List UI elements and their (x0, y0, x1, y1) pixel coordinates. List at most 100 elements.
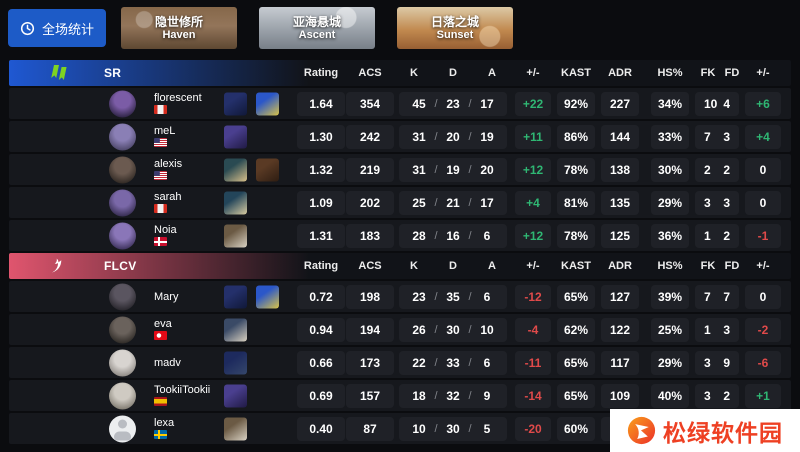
player-row[interactable]: madv 0.66 173 22/33/6 -11 65% 117 29% 3 9 -6 (9, 347, 791, 378)
stat-adr: 144 (601, 124, 639, 149)
stat-kda-part: 31 (412, 162, 426, 177)
agent-icon (224, 351, 247, 374)
player-row[interactable]: meL 1.30 242 31/20/19 +11 86% 144 33% 7 3 +4 (9, 121, 791, 152)
agent-icon (224, 92, 247, 115)
stat-fk-fd-diff: -2 (745, 317, 781, 342)
country-flag-icon-es (154, 397, 167, 406)
agent-icons (224, 351, 247, 374)
player-row[interactable]: sarah 1.09 202 25/21/17 +4 81% 135 29% 3 3 0 (9, 187, 791, 218)
stat-kast: 86% (557, 124, 595, 149)
agent-icon (224, 125, 247, 148)
stat-rating: 1.64 (297, 91, 345, 116)
stat-kda-part: 30 (446, 322, 460, 337)
stat-kda-part: 19 (446, 162, 460, 177)
stat-kda-part: 22 (412, 355, 426, 370)
col-header-rating: Rating (303, 260, 339, 272)
team-flcv-logo-icon (49, 258, 66, 274)
col-header-adr: ADR (608, 67, 632, 79)
map-tab-haven[interactable]: 隐世修所 Haven (121, 7, 237, 49)
col-header-fk-fd-diff: +/- (756, 260, 770, 272)
stat-kda-part: 17 (480, 96, 494, 111)
stat-plusminus: -4 (515, 317, 551, 342)
stat-fd: 2 (723, 228, 730, 243)
stat-kda-part: / (434, 290, 438, 303)
col-header-acs: ACS (358, 67, 382, 79)
player-name: sarah (154, 191, 182, 203)
stat-fd: 2 (723, 162, 730, 177)
player-row[interactable]: florescent 1.64 354 45 / 23 / 17 +22 92% 227 34% 10 4… (9, 88, 791, 119)
stat-acs: 354 (346, 91, 394, 116)
stat-fd: 2 (723, 388, 730, 403)
agent-icons (224, 158, 279, 181)
col-header-hs: HS% (657, 67, 683, 79)
stat-fk-fd-diff: 0 (745, 284, 781, 309)
stat-plusminus: +4 (515, 190, 551, 215)
overall-stats-button[interactable]: 全场统计 (8, 9, 106, 47)
col-header-d: D (449, 67, 457, 79)
col-header-a: A (488, 67, 496, 79)
player-row[interactable]: TookiiTookii 0.69 157 18/32/9 -14 65% 109 40% 3 2… (9, 380, 791, 411)
stat-adr: 135 (601, 190, 639, 215)
agent-icon (224, 318, 247, 341)
team-header-flcv[interactable]: FLCV Rating ACS K D A +/- KAST ADR HS% F… (9, 253, 791, 279)
stat-kda: 28 / 16 / 6 (399, 223, 507, 248)
player-avatar (109, 156, 136, 183)
stat-kda-part: 5 (483, 421, 491, 436)
stat-kda-part: 30 (446, 421, 460, 436)
stat-kda-part: 31 (412, 129, 426, 144)
agent-icons (224, 92, 279, 115)
stat-fk: 1 (704, 322, 711, 337)
stat-kda-part: 20 (480, 162, 494, 177)
stat-kda-part: 19 (480, 129, 494, 144)
stat-kast: 65% (557, 284, 595, 309)
team-name: SR (104, 66, 122, 80)
stat-kda-part: / (468, 422, 472, 435)
watermark-badge: 松绿软件园 (610, 409, 800, 452)
col-header-kast: KAST (561, 260, 591, 272)
stat-kda-part: 26 (412, 322, 426, 337)
stat-kda: 45 / 23 / 17 (399, 91, 507, 116)
stat-kda-part: 20 (446, 129, 460, 144)
stat-kda-part: 18 (412, 388, 426, 403)
stat-fk-fd-diff: +1 (745, 383, 781, 408)
col-header-fd: FD (724, 260, 740, 272)
player-avatar (109, 222, 136, 249)
watermark-logo-icon (627, 416, 656, 445)
col-header-d: D (449, 260, 457, 272)
player-row[interactable]: Mary 0.72 198 23/35/6 -12 65% 127 39% 7 7 0 (9, 281, 791, 312)
player-avatar (109, 189, 136, 216)
stat-hs: 39% (651, 284, 689, 309)
map-name-en: Ascent (298, 28, 336, 41)
default-avatar-icon (118, 419, 127, 428)
player-avatar (109, 382, 136, 409)
stat-kda: 26 / 30 / 10 (399, 317, 507, 342)
team-header-sr[interactable]: SR Rating ACS K D A +/- KAST ADR HS% FK … (9, 60, 791, 86)
player-row[interactable]: Noia 1.31 183 28/16/6 +12 78% 125 36% 1 2 -1 (9, 220, 791, 251)
stat-acs: 183 (346, 223, 394, 248)
col-header-plusminus: +/- (526, 67, 540, 79)
stat-kda-part: / (468, 356, 472, 369)
player-row[interactable]: alexis 1.32 219 31/19/20 +12 78% 138 30% 2 2 0 (9, 154, 791, 185)
stat-kda-part: 32 (446, 388, 460, 403)
player-avatar (109, 123, 136, 150)
stat-fk: 7 (704, 289, 711, 304)
stat-acs: 157 (346, 383, 394, 408)
stat-rating: 0.94 (297, 317, 345, 342)
player-avatar (109, 90, 136, 117)
stat-adr: 122 (601, 317, 639, 342)
map-tab-ascent[interactable]: 亚海悬城 Ascent (259, 7, 375, 49)
player-name: alexis (154, 158, 183, 170)
stat-fk-fd-diff: 0 (745, 157, 781, 182)
stat-adr: 109 (601, 383, 639, 408)
stat-fd: 3 (723, 195, 730, 210)
stat-acs: 202 (346, 190, 394, 215)
agent-icon (224, 285, 247, 308)
player-name: Noia (154, 224, 177, 236)
stat-rating: 0.66 (297, 350, 345, 375)
stat-hs: 29% (651, 190, 689, 215)
stat-fk-fd-diff: -6 (745, 350, 781, 375)
stat-plusminus: +12 (515, 223, 551, 248)
map-tab-sunset[interactable]: 日落之城 Sunset (397, 7, 513, 49)
player-row[interactable]: eva 0.94 194 26/30/10 -4 62% 122 25% 1 3 -2 (9, 314, 791, 345)
agent-icon (256, 158, 279, 181)
